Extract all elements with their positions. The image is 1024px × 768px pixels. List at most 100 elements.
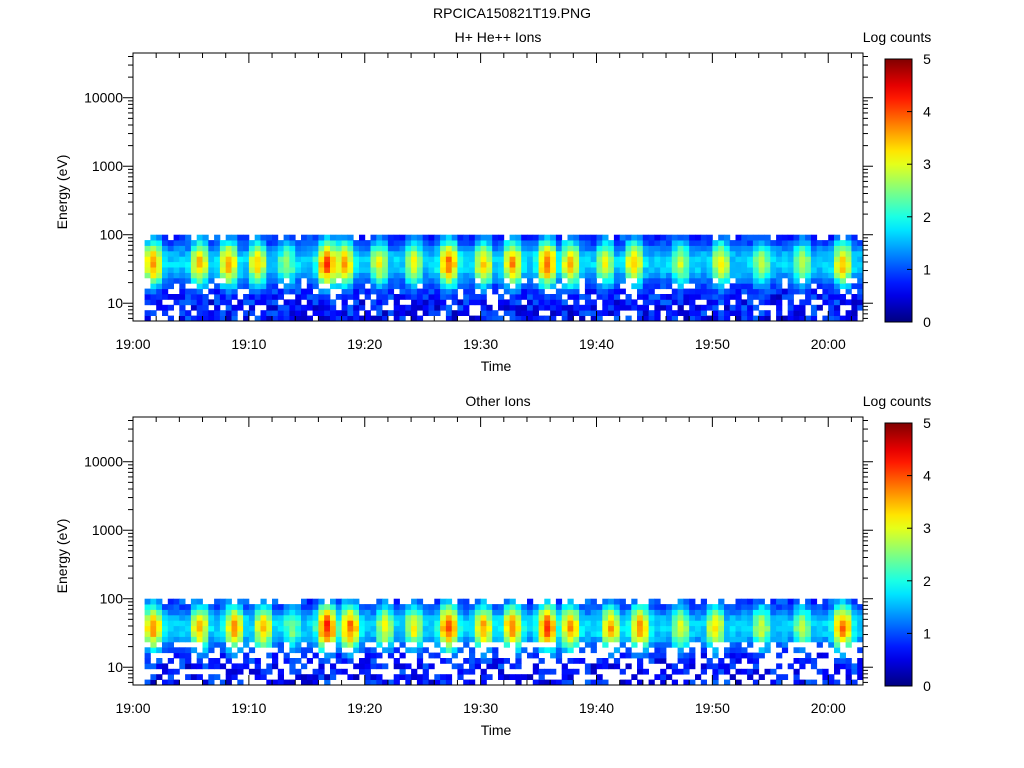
- spectrogram-cell: [353, 315, 360, 322]
- spectrogram-cell: [243, 277, 250, 284]
- spectrogram-cell: [695, 304, 702, 311]
- spectrogram-cell: [625, 625, 632, 632]
- spectrogram-cell: [405, 294, 412, 300]
- spectrogram-cell: [747, 304, 754, 311]
- spectrogram-cell: [689, 663, 696, 670]
- spectrogram-cell: [341, 272, 348, 279]
- spectrogram-cell: [440, 674, 447, 680]
- spectrogram-cell: [289, 609, 296, 616]
- spectrogram-cell: [544, 609, 551, 616]
- spectrogram-cell: [498, 668, 505, 675]
- spectrogram-cell: [295, 668, 302, 675]
- spectrogram-cell: [747, 609, 754, 616]
- spectrogram-cell: [573, 609, 580, 616]
- spectrogram-cell: [266, 261, 273, 268]
- spectrogram-cell: [469, 272, 476, 279]
- spectrogram-cell: [555, 299, 563, 306]
- spectrogram-cell: [521, 614, 528, 621]
- spectrogram-cell: [718, 272, 725, 279]
- spectrogram-cell: [712, 283, 719, 290]
- spectrogram-cell: [532, 647, 539, 654]
- spectrogram-cell: [156, 658, 163, 664]
- spectrogram-cell: [834, 267, 841, 273]
- spectrogram-cell: [301, 663, 308, 670]
- spectrogram-cell: [671, 609, 678, 616]
- spectrogram-cell: [463, 277, 470, 284]
- spectrogram-cell: [335, 250, 342, 257]
- spectrogram-cell: [277, 625, 284, 632]
- spectrogram-cell: [492, 288, 499, 295]
- spectrogram-cell: [254, 288, 261, 295]
- spectrogram-cell: [776, 674, 783, 680]
- spectrogram-cell: [179, 304, 186, 311]
- spectrogram-cell: [544, 598, 551, 605]
- spectrogram-cell: [555, 240, 563, 246]
- spectrogram-cell: [712, 304, 719, 311]
- spectrogram-cell: [724, 663, 731, 670]
- spectrogram-cell: [387, 256, 395, 263]
- spectrogram-cell: [561, 679, 568, 686]
- spectrogram-cell: [486, 614, 493, 621]
- spectrogram-cell: [370, 250, 377, 257]
- spectrogram-cell: [266, 277, 273, 284]
- spectrogram-cell: [776, 620, 783, 627]
- spectrogram-cell: [851, 304, 858, 311]
- spectrogram-cell: [561, 245, 568, 252]
- spectrogram-cell: [787, 299, 794, 306]
- spectrogram-cell: [729, 294, 736, 300]
- spectrogram-cell: [457, 245, 464, 252]
- spectrogram-cell: [277, 310, 284, 316]
- spectrogram-cell: [440, 245, 447, 252]
- spectrogram-cell: [283, 604, 290, 610]
- spectrogram-cell: [434, 250, 441, 257]
- spectrogram-cell: [729, 261, 736, 268]
- spectrogram-cell: [219, 272, 227, 279]
- spectrogram-cell: [347, 658, 354, 664]
- spectrogram-cell: [712, 620, 719, 627]
- spectrogram-cell: [156, 620, 163, 627]
- spectrogram-cell: [538, 647, 545, 654]
- spectrogram-cell: [480, 620, 487, 627]
- spectrogram-cell: [144, 631, 151, 637]
- spectrogram-cell: [567, 245, 574, 252]
- spectrogram-cell: [445, 315, 453, 322]
- spectrogram-cell: [764, 609, 771, 616]
- spectrogram-cell: [301, 250, 308, 257]
- spectrogram-cell: [416, 679, 424, 686]
- spectrogram-cell: [845, 631, 852, 637]
- spectrogram-cell: [301, 674, 308, 680]
- spectrogram-cell: [735, 288, 742, 295]
- spectrogram-cell: [637, 310, 644, 316]
- spectrogram-cell: [416, 620, 424, 627]
- spectrogram-cell: [781, 674, 789, 680]
- spectrogram-cell: [706, 256, 713, 263]
- spectrogram-cell: [428, 631, 435, 637]
- spectrogram-cell: [422, 240, 429, 246]
- spectrogram-cell: [579, 609, 586, 616]
- spectrogram-cell: [480, 272, 487, 279]
- spectrogram-cell: [735, 250, 742, 257]
- spectrogram-cell: [382, 261, 389, 268]
- spectrogram-cell: [764, 647, 771, 654]
- spectrogram-cell: [359, 631, 366, 637]
- spectrogram-cell: [283, 283, 290, 290]
- spectrogram-cell: [359, 256, 366, 263]
- spectrogram-cell: [538, 261, 545, 268]
- spectrogram-cell: [550, 261, 557, 268]
- spectrogram-cell: [851, 668, 858, 675]
- spectrogram-cell: [266, 636, 273, 643]
- spectrogram-cell: [845, 283, 852, 290]
- spectrogram-cell: [474, 658, 481, 664]
- spectrogram-cell: [724, 272, 731, 279]
- spectrogram-cell: [805, 261, 812, 268]
- spectrogram-cell: [521, 647, 528, 654]
- spectrogram-cell: [411, 310, 418, 316]
- spectrogram-cell: [295, 604, 302, 610]
- spectrogram-cell: [248, 636, 256, 643]
- spectrogram-cell: [330, 614, 337, 621]
- spectrogram-cell: [156, 250, 163, 257]
- spectrogram-cell: [758, 620, 765, 627]
- spectrogram-cell: [764, 256, 771, 263]
- spectrogram-cell: [237, 256, 244, 263]
- spectrogram-cell: [509, 294, 516, 300]
